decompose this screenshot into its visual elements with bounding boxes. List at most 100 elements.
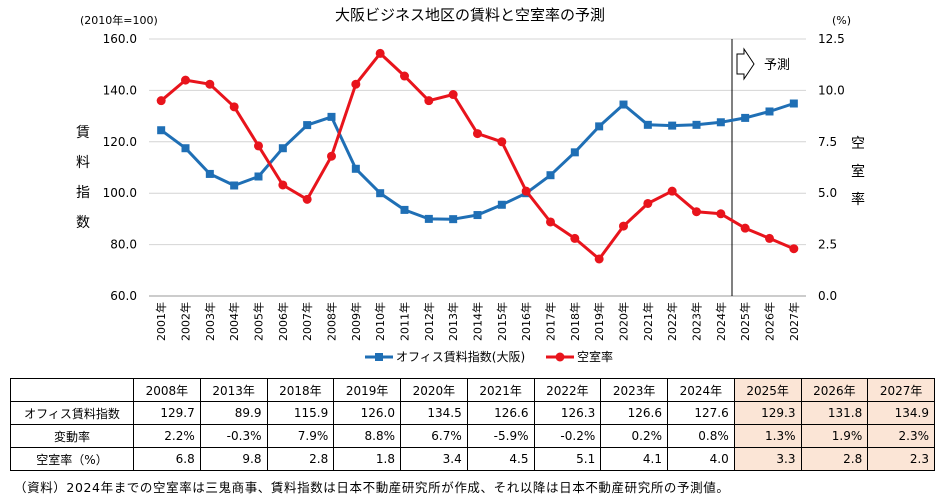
series-point-1 — [473, 211, 482, 220]
table-cell: 6.7% — [400, 424, 468, 448]
table-cell: 115.9 — [266, 401, 335, 425]
x-tick-label: 2023年 — [690, 302, 704, 341]
left-axis-unit: (2010年=100) — [80, 13, 158, 27]
series-point-1 — [327, 112, 336, 121]
series-point-2 — [765, 233, 774, 243]
x-tick-label: 2016年 — [519, 302, 533, 341]
table-cell: 126.6 — [600, 401, 668, 425]
chart: 60.0 80.0 100.0 120.0 140.0 160.0 0.0 2.5 5.0 7.5… — [76, 6, 865, 364]
left-tick-label: 140.0 — [103, 83, 137, 97]
x-tick-label: 2012年 — [422, 302, 436, 341]
series-point-1 — [254, 172, 263, 181]
left-tick-label: 60.0 — [110, 289, 137, 303]
table-cell: 4.1 — [600, 447, 668, 471]
series-point-2 — [229, 102, 239, 112]
table-cell: 2.8 — [266, 447, 335, 471]
right-tick-label: 0.0 — [818, 289, 837, 303]
series-layer — [156, 48, 799, 264]
table-cell: 127.6 — [667, 401, 735, 425]
grid-lines — [149, 38, 806, 297]
series-point-1 — [400, 205, 409, 214]
series-point-2 — [181, 75, 190, 85]
table-cell: 1.8 — [333, 447, 401, 471]
right-axis-label-char: 空 — [851, 136, 865, 152]
series-point-1 — [546, 171, 555, 180]
table-row-label: オフィス賃料指数 — [10, 401, 134, 425]
table-header-cell: 2008年 — [133, 378, 201, 402]
x-tick-label: 2011年 — [398, 302, 412, 341]
series-point-1 — [157, 126, 166, 135]
forecast-arrow-icon — [736, 47, 755, 81]
series-point-1 — [668, 121, 677, 130]
right-tick-label: 10.0 — [818, 83, 845, 97]
x-tick-label: 2003年 — [203, 302, 217, 341]
table-cell: 8.8% — [333, 424, 401, 448]
table-row-label: 変動率 — [10, 424, 134, 448]
left-axis-label-char: 指 — [76, 185, 90, 201]
series-point-1 — [181, 144, 190, 153]
series-point-2 — [278, 180, 288, 190]
series-point-1 — [643, 120, 652, 129]
table-header-cell: 2024年 — [667, 378, 735, 402]
table-header-cell: 2021年 — [466, 378, 535, 402]
table-row: 空室率（%） 6.8 9.8 2.8 1.8 3.4 4.5 5.1 4.1 4.0 3.3 2.8 2… — [10, 447, 935, 471]
table-header-cell: 2022年 — [533, 378, 602, 402]
x-tick-label: 2026年 — [763, 302, 777, 341]
x-tick-label: 2025年 — [738, 302, 752, 341]
table-cell: 134.5 — [400, 401, 468, 425]
table-corner-cell — [10, 378, 134, 402]
right-axis-label-char: 室 — [851, 163, 865, 180]
table-header-cell: 2026年 — [800, 378, 869, 402]
table-header-row: 2008年 2013年 2018年 2019年 2020年 2021年 2022年 2023年… — [10, 378, 935, 402]
series-point-2 — [789, 244, 799, 254]
table-cell: 0.8% — [667, 424, 735, 448]
series-point-2 — [302, 194, 312, 204]
x-tick-label: 2021年 — [641, 302, 655, 341]
series-point-2 — [643, 198, 653, 208]
x-tick-label: 2006年 — [276, 302, 290, 341]
left-axis-label-char: 料 — [76, 155, 90, 171]
table-cell: 2.8 — [800, 447, 869, 471]
series-point-2 — [594, 254, 604, 264]
table-cell: 3.4 — [400, 447, 468, 471]
series-point-2 — [473, 129, 482, 139]
right-tick-label: 2.5 — [818, 238, 837, 252]
table-cell: 126.6 — [466, 401, 535, 425]
table-header-cell: 2027年 — [867, 378, 935, 402]
legend-label-2: 空室率 — [577, 349, 613, 364]
table-cell: 9.8 — [199, 447, 268, 471]
series-point-2 — [570, 233, 580, 243]
series-point-1 — [424, 214, 433, 223]
table-cell: 2.3 — [867, 447, 935, 471]
series-point-2 — [327, 151, 336, 161]
series-point-2 — [619, 221, 628, 231]
table-row: 変動率 2.2% -0.3% 7.9% 8.8% 6.7% -5.9% -0.2% 0.2% 0.… — [10, 424, 935, 448]
table-cell: 131.8 — [800, 401, 869, 425]
left-axis-label-char: 数 — [76, 215, 90, 231]
series-point-2 — [156, 96, 166, 106]
table-cell: 6.8 — [133, 447, 201, 471]
right-axis-unit: (%) — [832, 14, 851, 27]
right-axis-label-char: 率 — [851, 191, 865, 208]
x-tick-label: 2009年 — [349, 302, 363, 341]
right-tick-label: 7.5 — [818, 135, 837, 149]
x-tick-label: 2027年 — [787, 302, 801, 341]
forecast-marker: 予測 — [731, 39, 790, 296]
x-tick-label: 2004年 — [227, 302, 241, 341]
table-cell: 7.9% — [266, 424, 335, 448]
table-cell: 129.7 — [133, 401, 201, 425]
forecast-label: 予測 — [764, 58, 790, 73]
table-cell: 2.2% — [133, 424, 201, 448]
series-point-2 — [716, 209, 726, 219]
series-point-2 — [424, 96, 434, 106]
series-point-2 — [375, 48, 385, 58]
table-header-cell: 2023年 — [600, 378, 668, 402]
table-header-cell: 2025年 — [733, 378, 802, 402]
left-tick-label: 160.0 — [103, 32, 137, 46]
series-point-2 — [205, 79, 215, 89]
table-cell: 4.5 — [466, 447, 535, 471]
series-point-2 — [254, 141, 263, 151]
x-tick-label: 2007年 — [300, 302, 314, 341]
series-point-1 — [570, 148, 579, 157]
table-cell: 126.3 — [533, 401, 602, 425]
